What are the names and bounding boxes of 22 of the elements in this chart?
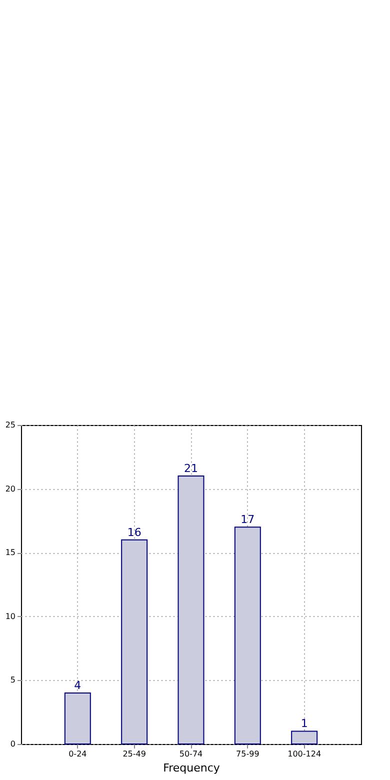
- data-label: 17: [240, 513, 255, 526]
- bar: [64, 692, 91, 744]
- y-tick-label: 10: [5, 612, 16, 621]
- x-tick-label: 50-74: [179, 750, 203, 758]
- y-tick-label: 0: [10, 740, 16, 748]
- y-tick-label: 15: [5, 548, 16, 558]
- y-tick-label: 25: [5, 420, 16, 430]
- x-tick-label: 25-49: [122, 750, 146, 758]
- bar: [291, 730, 318, 744]
- x-tick-label: 100-124: [288, 750, 322, 758]
- bar: [121, 539, 148, 744]
- data-label: 21: [184, 462, 198, 476]
- data-label: 1: [300, 717, 308, 730]
- x-tick-label: 75-99: [236, 750, 260, 758]
- y-tick-label: 5: [10, 676, 16, 685]
- x-axis-title: Frequency: [163, 762, 220, 774]
- data-label: 4: [74, 678, 82, 692]
- bar: [234, 526, 261, 744]
- y-tick-label: 20: [5, 484, 16, 494]
- x-tick-label: 0-24: [68, 750, 87, 758]
- data-label: 16: [127, 526, 142, 539]
- bar: [178, 476, 204, 744]
